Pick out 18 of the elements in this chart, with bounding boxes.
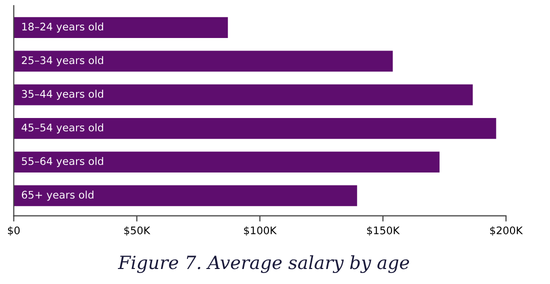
- y-tick-label: 55–64 years old: [22, 157, 104, 168]
- x-tick-label: $0: [8, 226, 20, 236]
- x-tick-label: $50K: [124, 226, 150, 236]
- bar: [14, 17, 228, 38]
- bar: [14, 185, 358, 206]
- x-tick-label: $100K: [244, 226, 277, 236]
- bar: [14, 118, 496, 139]
- y-tick-label: 35–44 years old: [22, 90, 104, 100]
- y-tick-label: 45–54 years old: [22, 123, 104, 134]
- bar: [14, 152, 440, 172]
- x-tick-label: $200K: [490, 226, 523, 236]
- y-tick-label: 25–34 years old: [22, 56, 104, 66]
- bar: [14, 84, 473, 106]
- y-tick-label: 18–24 years old: [22, 22, 104, 33]
- x-tick-label: $150K: [367, 226, 400, 236]
- y-tick-label: 65+ years old: [22, 190, 94, 201]
- bar: [14, 50, 393, 72]
- text: Figure 7. Average salary by age: [118, 255, 410, 273]
